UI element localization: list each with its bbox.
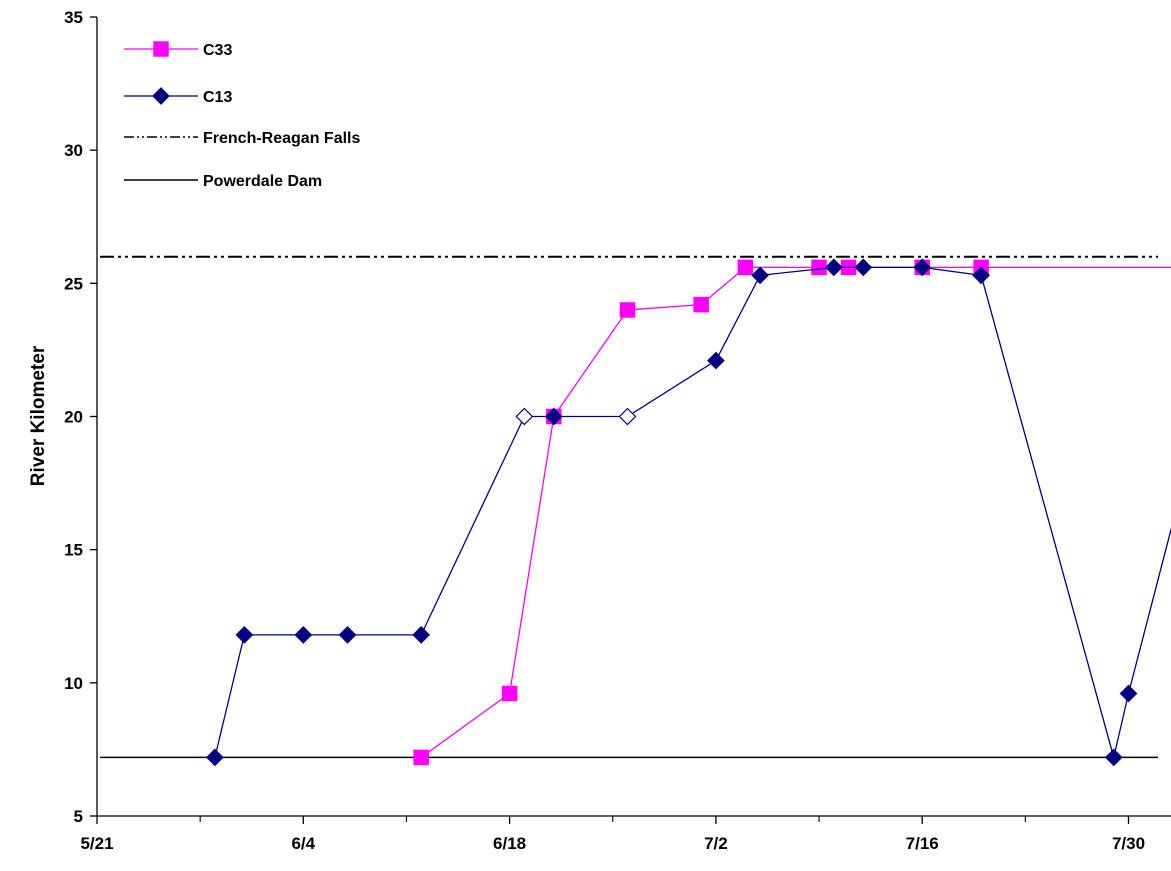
c33-marker (619, 302, 636, 318)
c13-marker (824, 258, 843, 277)
c13-marker (751, 266, 769, 285)
c33-marker (153, 41, 169, 57)
x-tick-label: 6/4 (291, 834, 315, 853)
c13-marker (854, 258, 873, 277)
c13-marker (412, 626, 431, 644)
c13-marker (544, 407, 563, 426)
x-tick-label: 6/18 (493, 834, 526, 853)
c13-marker (235, 626, 254, 644)
c13-marker (294, 626, 313, 644)
c13-marker (1119, 684, 1138, 703)
c13-marker (152, 87, 170, 105)
c33-marker (501, 685, 518, 702)
axes: 51015202530355/216/46/187/27/167/308/138… (64, 8, 1171, 853)
c33-marker (811, 259, 827, 276)
c13-marker (206, 748, 224, 767)
y-axis-title: River Kilometer (28, 345, 49, 486)
c13-marker (338, 626, 357, 644)
c13-marker (707, 351, 725, 370)
x-tick-label: 5/21 (80, 834, 113, 853)
c13-marker (972, 266, 990, 285)
legend-label: C13 (203, 89, 232, 106)
y-tick-label: 30 (64, 141, 83, 160)
legend-item: French-Reagan Falls (124, 130, 360, 147)
y-tick-label: 5 (74, 807, 83, 826)
legend-item: Powerdale Dam (124, 173, 322, 190)
c13-marker (618, 407, 637, 426)
legend-label: French-Reagan Falls (203, 130, 360, 147)
reference-lines (100, 255, 1158, 759)
c33-marker (737, 259, 754, 276)
c13-marker (1104, 748, 1123, 767)
legend-item: C33 (124, 41, 232, 59)
x-tick-label: 7/2 (704, 834, 728, 853)
legend-label: Powerdale Dam (203, 173, 322, 190)
c33-marker (693, 296, 709, 313)
x-tick-label: 7/30 (1112, 834, 1145, 853)
series-layer (206, 258, 1171, 767)
x-tick-label: 7/16 (906, 834, 939, 853)
legend-item: C13 (124, 87, 232, 106)
y-tick-label: 15 (64, 541, 83, 560)
y-tick-label: 25 (64, 274, 83, 293)
y-tick-label: 10 (64, 674, 83, 693)
y-tick-label: 35 (64, 8, 83, 27)
legend: C33 C13 French-Reagan Falls Powerdale Dam (124, 41, 360, 190)
y-tick-label: 20 (64, 408, 83, 427)
c33-marker (413, 749, 429, 766)
legend-label: C33 (203, 42, 232, 59)
c13-marker (913, 258, 932, 277)
c13-marker (515, 407, 534, 426)
series-c13 (206, 258, 1171, 767)
